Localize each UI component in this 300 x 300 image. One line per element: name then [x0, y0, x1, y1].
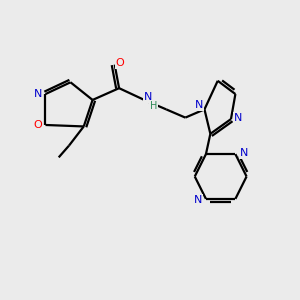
Text: N: N: [234, 112, 242, 123]
Text: N: N: [194, 100, 203, 110]
Text: N: N: [143, 92, 152, 102]
Text: N: N: [34, 89, 42, 99]
Text: N: N: [239, 148, 248, 158]
Text: O: O: [34, 120, 43, 130]
Text: O: O: [116, 58, 124, 68]
Text: H: H: [150, 101, 157, 111]
Text: N: N: [194, 195, 202, 205]
